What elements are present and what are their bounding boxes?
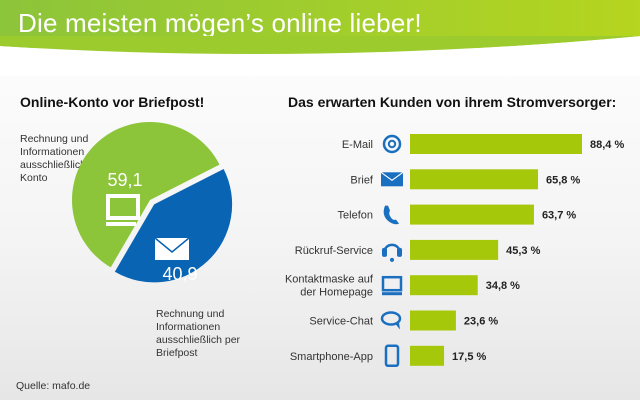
bar-value-label: 23,6 % xyxy=(464,316,498,328)
bar xyxy=(410,134,582,154)
page-title: Die meisten mögen’s online lieber! xyxy=(18,8,422,38)
chat-icon xyxy=(380,311,402,330)
headset-icon xyxy=(382,243,402,262)
pie-value-label: 59,1 xyxy=(107,170,142,190)
bar xyxy=(410,169,539,190)
bar-value-label: 88,4 % xyxy=(590,139,624,151)
envelope-icon xyxy=(154,237,190,260)
category-label: Kontaktmaske auf der Homepage xyxy=(285,274,374,299)
phone-icon xyxy=(383,205,399,225)
bar-value-label: 45,3 % xyxy=(506,245,540,257)
bar xyxy=(410,345,445,366)
pie-value-label: 40,9 xyxy=(162,264,197,284)
bar-value-label: 65,8 % xyxy=(546,174,580,186)
header-curve xyxy=(0,36,640,76)
bar xyxy=(410,204,534,225)
smartphone-icon xyxy=(384,344,400,368)
pie-slice xyxy=(114,168,233,283)
bar-value-label: 17,5 % xyxy=(452,351,486,363)
envelope-icon xyxy=(380,171,404,187)
category-label: Smartphone-App xyxy=(290,351,373,363)
category-label: Brief xyxy=(350,174,374,186)
category-label: E-Mail xyxy=(342,139,373,151)
pie-title: Online-Konto vor Briefpost! xyxy=(20,94,205,110)
category-label: Rückruf-Service xyxy=(295,245,373,257)
bar-value-label: 34,8 % xyxy=(486,280,520,292)
source-note: Quelle: mafo.de xyxy=(16,380,91,392)
pie-slice xyxy=(71,122,220,268)
category-label: Telefon xyxy=(338,210,373,222)
bar-value-label: 63,7 % xyxy=(542,210,576,222)
at-icon xyxy=(382,134,402,154)
pie-label-post: Rechnung und Informationen ausschließlic… xyxy=(156,308,241,359)
bar-title: Das erwarten Kunden von ihrem Stromverso… xyxy=(288,94,617,110)
monitor-icon xyxy=(381,275,403,296)
monitor-icon xyxy=(106,194,140,226)
bar xyxy=(410,275,478,296)
category-label: Service-Chat xyxy=(309,316,373,328)
bar xyxy=(410,239,499,260)
bar xyxy=(410,310,456,331)
